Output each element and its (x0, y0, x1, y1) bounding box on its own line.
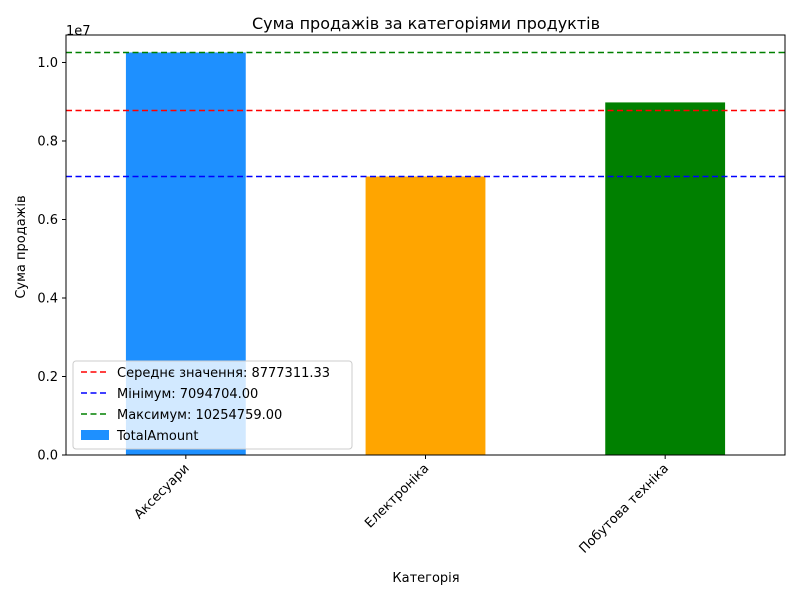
legend-box (72, 360, 353, 450)
chart-title: Сума продажів за категоріями продуктів (252, 14, 600, 33)
y-tick-label: 0.8 (37, 134, 58, 149)
y-tick-label: 0.6 (37, 213, 58, 228)
y-tick-label: 0.0 (37, 449, 58, 464)
y-axis-offset-label: 1e7 (66, 24, 91, 39)
legend-label: Максимум: 10254759.00 (117, 408, 282, 423)
y-tick-label: 1.0 (37, 56, 58, 71)
legend-bar-swatch (81, 430, 109, 440)
x-axis-label: Категорія (392, 571, 459, 586)
y-tick-label: 0.2 (37, 370, 58, 385)
legend-label: Мінімум: 7094704.00 (117, 387, 258, 402)
legend-label: TotalAmount (116, 429, 198, 444)
y-axis-label: Сума продажів (14, 195, 29, 298)
legend: Середнє значення: 8777311.33 Мінімум: 709… (72, 360, 353, 450)
bar-3 (605, 102, 726, 455)
bar-2 (365, 176, 486, 455)
legend-label: Середнє значення: 8777311.33 (117, 366, 330, 381)
y-tick-label: 0.4 (37, 291, 58, 306)
